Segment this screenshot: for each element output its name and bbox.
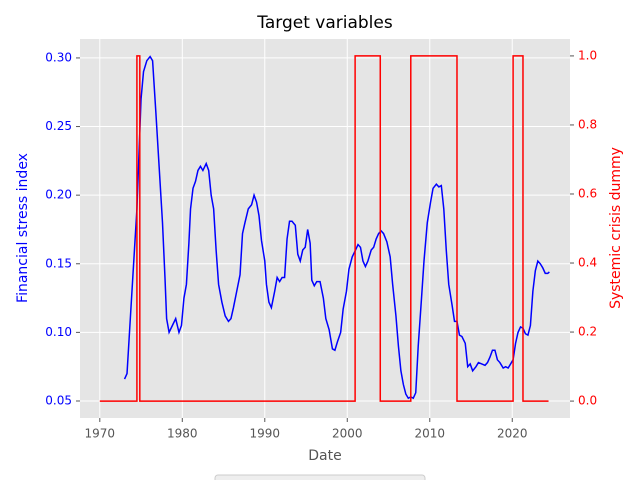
x-tick-label: 2000 xyxy=(332,427,363,441)
y2-tick-label: 0.2 xyxy=(578,325,597,339)
x-tick-label: 1980 xyxy=(167,427,198,441)
series-line xyxy=(123,55,550,400)
y2-tick-label: 1.0 xyxy=(578,48,597,62)
y-tick-label: 0.30 xyxy=(45,50,72,64)
y-tick-label: 0.10 xyxy=(45,325,72,339)
x-axis-label: Date xyxy=(308,448,341,464)
y-axis-label: Financial stress index xyxy=(15,153,31,303)
legend xyxy=(214,474,426,480)
plot-area xyxy=(80,39,570,418)
y-tick-label: 0.05 xyxy=(45,393,72,407)
x-tick-label: 2010 xyxy=(414,427,445,441)
chart-title: Target variables xyxy=(256,13,393,33)
series-line xyxy=(99,55,549,402)
y2-tick-label: 0.4 xyxy=(578,256,597,270)
y2-tick-label: 0.6 xyxy=(578,186,597,200)
x-tick-label: 1990 xyxy=(250,427,281,441)
y2-tick-label: 0.8 xyxy=(578,117,597,131)
y-tick-label: 0.15 xyxy=(45,256,72,270)
y-tick-label: 0.20 xyxy=(45,188,72,202)
x-tick-label: 1970 xyxy=(85,427,116,441)
x-tick-label: 2020 xyxy=(497,427,528,441)
y-tick-label: 0.25 xyxy=(45,119,72,133)
y2-tick-label: 0.0 xyxy=(578,394,597,408)
y2-axis-label: Systemic crisis dummy xyxy=(608,147,624,309)
